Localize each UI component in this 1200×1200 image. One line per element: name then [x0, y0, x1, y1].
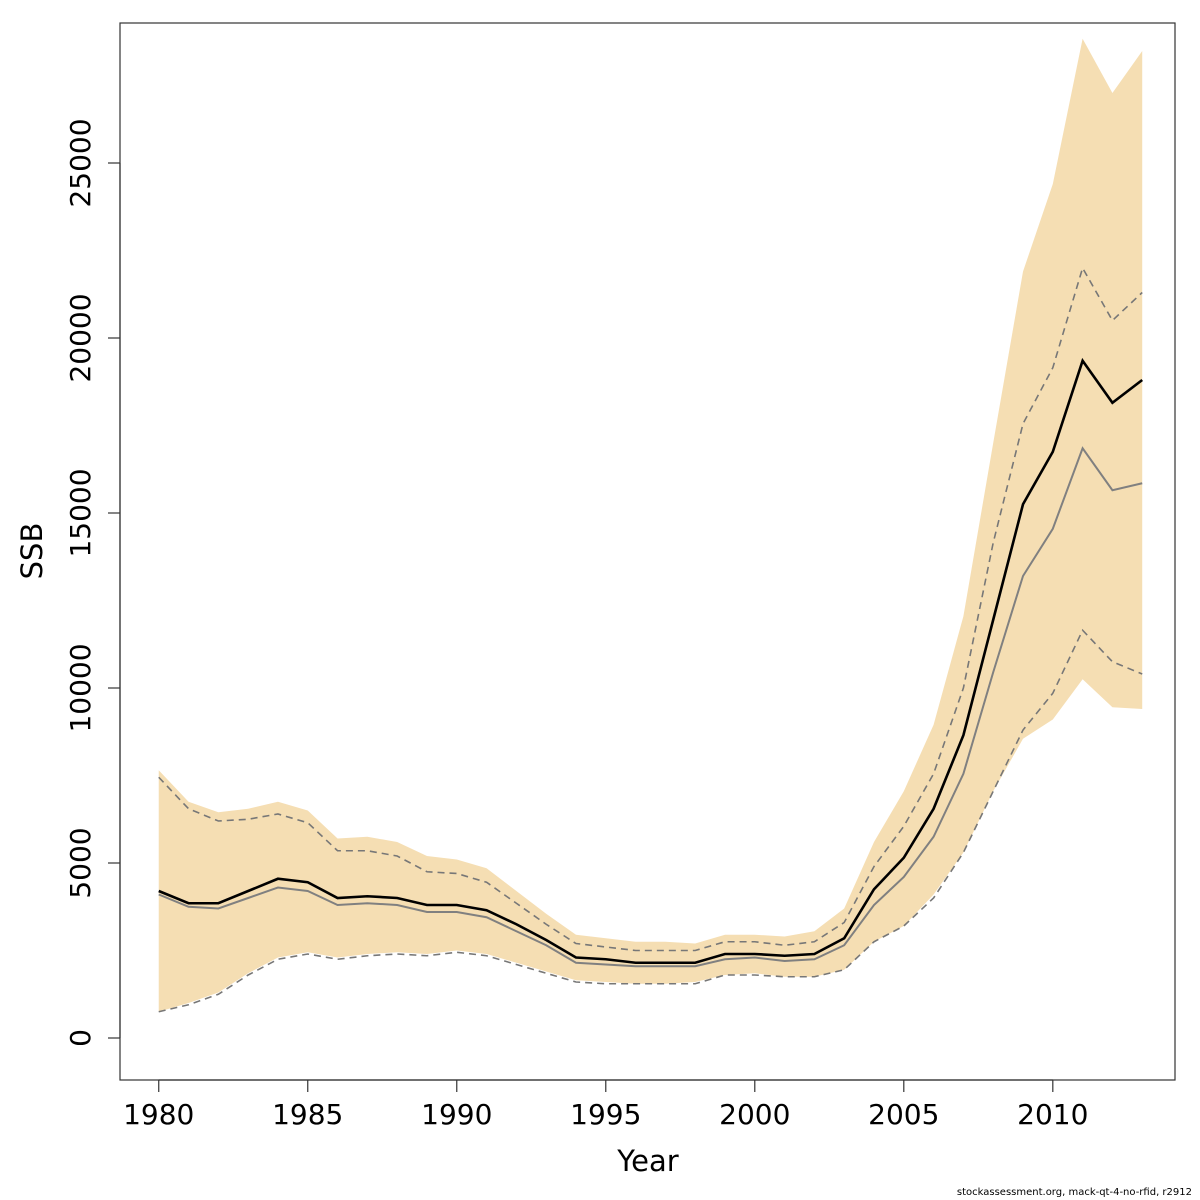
footer-caption: stockassessment.org, mack-qt-4-no-rfid, …	[956, 1187, 1192, 1198]
lower-dashed-line	[158, 628, 1143, 1013]
x-tick-label: 1990	[421, 1098, 492, 1131]
y-tick-label: 15000	[64, 468, 97, 557]
x-tick-label: 2010	[1017, 1098, 1088, 1131]
x-tick-label: 1980	[123, 1098, 194, 1131]
upper-dashed-line	[158, 265, 1143, 952]
plot-area	[158, 38, 1144, 1013]
x-tick-label: 2005	[868, 1098, 939, 1131]
y-axis-title: SSB	[15, 523, 49, 580]
x-tick-label: 1995	[570, 1098, 641, 1131]
confidence-band	[158, 38, 1143, 1012]
y-tick-label: 25000	[64, 118, 97, 207]
y-tick-label: 0	[64, 1029, 97, 1047]
y-tick-label: 10000	[64, 643, 97, 732]
median-line	[158, 446, 1143, 968]
estimate-line	[158, 357, 1144, 965]
y-axis: 0 5000 10000 15000 20000 25000	[64, 118, 121, 1047]
y-tick-label: 20000	[64, 293, 97, 382]
y-tick-label: 5000	[64, 827, 97, 898]
x-tick-label: 2000	[719, 1098, 790, 1131]
x-tick-label: 1985	[272, 1098, 343, 1131]
x-axis: 1980 1985 1990 1995 2000 2005 2010	[123, 1079, 1088, 1131]
x-axis-title: Year	[616, 1144, 678, 1178]
